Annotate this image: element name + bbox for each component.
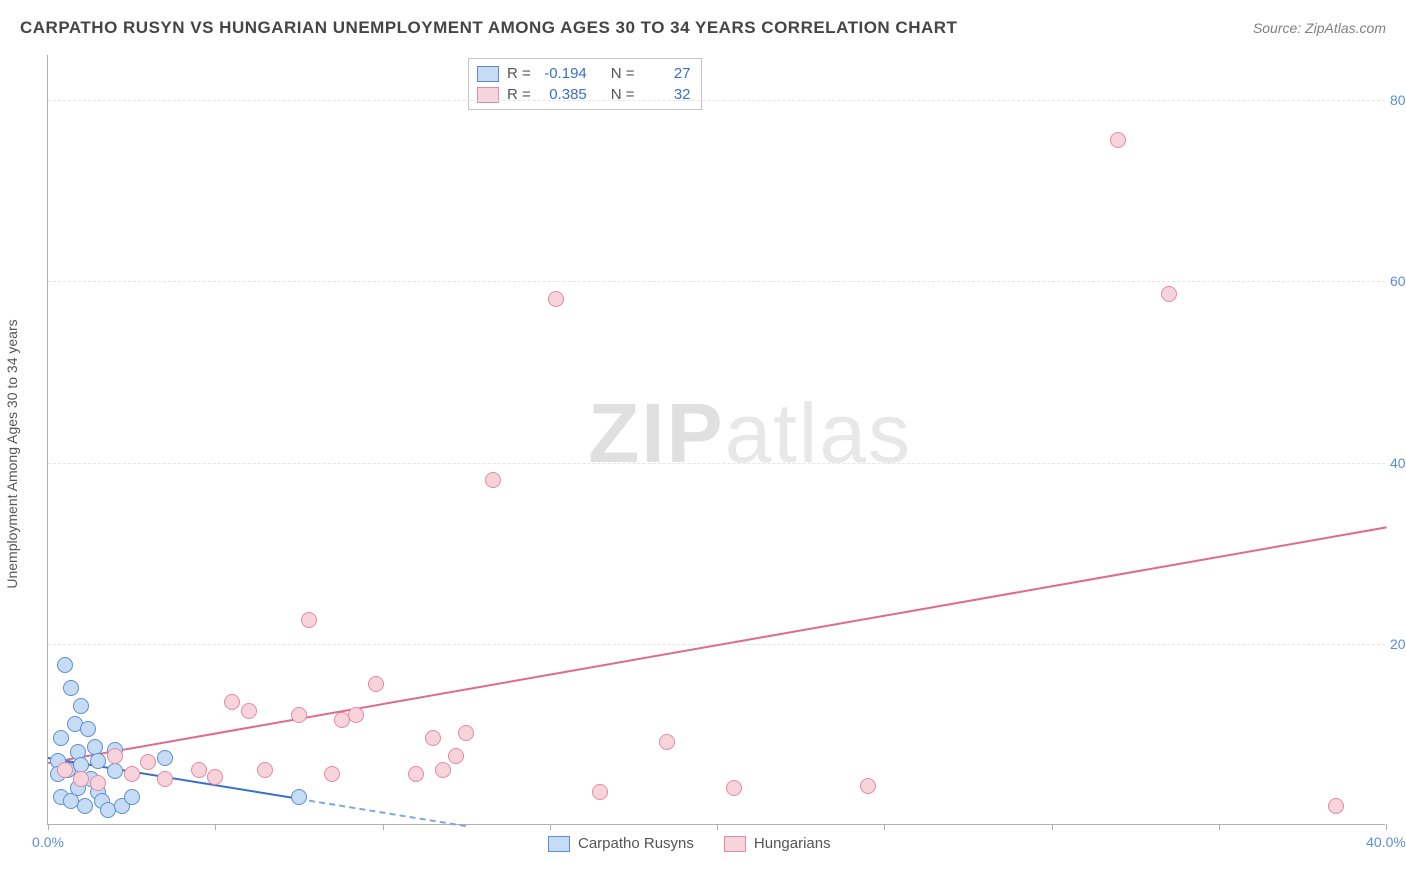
correlation-stats-box: R = -0.194 N = 27 R = 0.385 N = 32 xyxy=(468,58,702,110)
y-tick-label: 40.0% xyxy=(1390,455,1406,471)
trend-line xyxy=(299,798,467,827)
legend-item: Hungarians xyxy=(724,835,831,852)
data-point xyxy=(348,707,364,723)
data-point xyxy=(140,754,156,770)
data-point xyxy=(63,680,79,696)
swatch-icon xyxy=(548,836,570,852)
data-point xyxy=(107,748,123,764)
data-point xyxy=(435,762,451,778)
y-tick-label: 80.0% xyxy=(1390,92,1406,108)
data-point xyxy=(157,750,173,766)
x-tick-mark xyxy=(215,824,216,830)
x-tick-mark xyxy=(550,824,551,830)
swatch-icon xyxy=(724,836,746,852)
watermark: ZIPatlas xyxy=(588,385,912,482)
data-point xyxy=(291,707,307,723)
data-point xyxy=(726,780,742,796)
data-point xyxy=(1161,286,1177,302)
x-tick-label: 0.0% xyxy=(32,834,64,850)
x-tick-label: 40.0% xyxy=(1366,834,1406,850)
data-point xyxy=(124,766,140,782)
x-tick-mark xyxy=(717,824,718,830)
data-point xyxy=(90,753,106,769)
data-point xyxy=(458,725,474,741)
y-tick-label: 60.0% xyxy=(1390,273,1406,289)
stats-row: R = -0.194 N = 27 xyxy=(477,63,691,84)
gridline xyxy=(48,100,1385,101)
data-point xyxy=(408,766,424,782)
gridline xyxy=(48,463,1385,464)
data-point xyxy=(57,762,73,778)
data-point xyxy=(425,730,441,746)
legend-item: Carpatho Rusyns xyxy=(548,835,694,852)
data-point xyxy=(53,730,69,746)
x-tick-mark xyxy=(1219,824,1220,830)
gridline xyxy=(48,281,1385,282)
data-point xyxy=(191,762,207,778)
data-point xyxy=(324,766,340,782)
x-tick-mark xyxy=(383,824,384,830)
data-point xyxy=(301,612,317,628)
x-tick-mark xyxy=(1386,824,1387,830)
source-label: Source: ZipAtlas.com xyxy=(1253,20,1386,36)
data-point xyxy=(659,734,675,750)
data-point xyxy=(860,778,876,794)
data-point xyxy=(107,763,123,779)
data-point xyxy=(224,694,240,710)
data-point xyxy=(90,775,106,791)
data-point xyxy=(548,291,564,307)
plot-area: ZIPatlas R = -0.194 N = 27 R = 0.385 N =… xyxy=(47,55,1385,825)
data-point xyxy=(1328,798,1344,814)
swatch-icon xyxy=(477,66,499,82)
data-point xyxy=(257,762,273,778)
data-point xyxy=(207,769,223,785)
data-point xyxy=(448,748,464,764)
data-point xyxy=(592,784,608,800)
legend: Carpatho Rusyns Hungarians xyxy=(548,835,831,852)
x-tick-mark xyxy=(1052,824,1053,830)
data-point xyxy=(124,789,140,805)
data-point xyxy=(77,798,93,814)
data-point xyxy=(291,789,307,805)
x-tick-mark xyxy=(48,824,49,830)
data-point xyxy=(241,703,257,719)
data-point xyxy=(80,721,96,737)
chart-title: CARPATHO RUSYN VS HUNGARIAN UNEMPLOYMENT… xyxy=(20,18,957,38)
data-point xyxy=(157,771,173,787)
trend-line xyxy=(48,526,1386,763)
y-axis-label: Unemployment Among Ages 30 to 34 years xyxy=(4,319,20,588)
data-point xyxy=(485,472,501,488)
stats-row: R = 0.385 N = 32 xyxy=(477,84,691,105)
data-point xyxy=(73,771,89,787)
x-tick-mark xyxy=(884,824,885,830)
data-point xyxy=(368,676,384,692)
y-tick-label: 20.0% xyxy=(1390,636,1406,652)
data-point xyxy=(57,657,73,673)
data-point xyxy=(1110,132,1126,148)
data-point xyxy=(73,698,89,714)
